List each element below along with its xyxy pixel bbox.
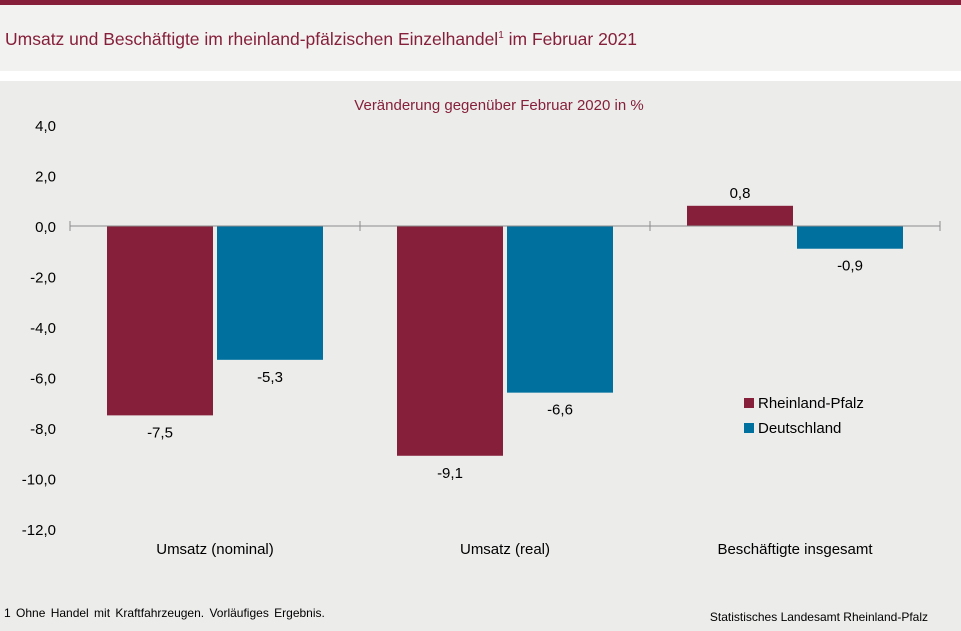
bar-rheinland-pfalz (397, 226, 503, 456)
title-suffix: im Februar 2021 (503, 29, 638, 49)
chart-subtitle: Veränderung gegenüber Februar 2020 in % (354, 97, 643, 114)
bar-deutschland (797, 226, 903, 249)
data-label: 0,8 (730, 185, 751, 202)
y-tick-label: 2,0 (35, 169, 56, 186)
data-label: -7,5 (147, 424, 173, 441)
footnote: 1 Ohne Handel mit Kraftfahrzeugen. Vorlä… (4, 606, 325, 620)
y-tick-label: 0,0 (35, 219, 56, 236)
data-label: -5,3 (257, 369, 283, 386)
y-tick-label: -8,0 (30, 421, 56, 438)
top-accent-bar (0, 0, 961, 5)
y-tick-label: -2,0 (30, 270, 56, 287)
y-tick-label: -6,0 (30, 371, 56, 388)
y-tick-label: -10,0 (22, 472, 56, 489)
y-tick-label: 4,0 (35, 118, 56, 135)
bar-deutschland (507, 226, 613, 393)
legend-label: Rheinland-Pfalz (758, 395, 864, 412)
data-label: -0,9 (837, 258, 863, 275)
legend-swatch (744, 423, 754, 433)
x-category-label: Umsatz (real) (460, 541, 550, 558)
data-label: -6,6 (547, 402, 573, 419)
bar-rheinland-pfalz (687, 205, 793, 226)
legend-swatch (744, 398, 754, 408)
y-tick-label: -4,0 (30, 320, 56, 337)
x-category-label: Umsatz (nominal) (156, 541, 274, 558)
header-separator (0, 71, 961, 81)
chart-title: Umsatz und Beschäftigte im rheinland-pfä… (5, 29, 637, 50)
legend-label: Deutschland (758, 420, 841, 437)
bar-deutschland (217, 226, 323, 360)
source-note: Statistisches Landesamt Rheinland-Pfalz (709, 610, 928, 624)
x-category-label: Beschäftigte insgesamt (717, 541, 873, 558)
title-text: Umsatz und Beschäftigte im rheinland-pfä… (5, 29, 499, 49)
data-label: -9,1 (437, 465, 463, 482)
bar-rheinland-pfalz (107, 226, 213, 416)
header: Umsatz und Beschäftigte im rheinland-pfä… (0, 5, 961, 71)
title-footnote-mark: 1 (498, 30, 504, 42)
bar-chart: Veränderung gegenüber Februar 2020 in % 4… (22, 97, 941, 558)
y-tick-label: -12,0 (22, 522, 56, 539)
